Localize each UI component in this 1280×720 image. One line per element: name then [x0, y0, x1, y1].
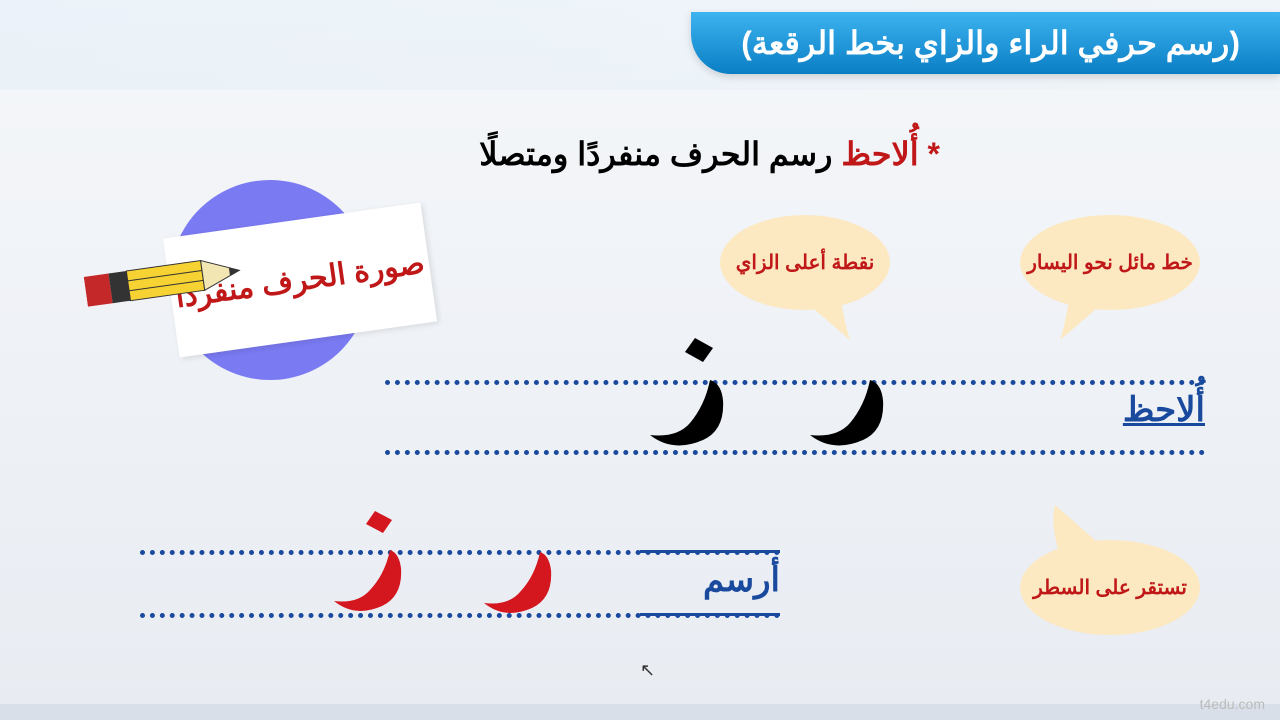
callout-rests-line: تستقر على السطر — [1020, 540, 1200, 635]
solid-line-segment — [640, 613, 780, 616]
subtitle: * أُلاحظ رسم الحرف منفردًا ومتصلًا — [479, 135, 940, 173]
observe-label: أُلاحظ — [1123, 390, 1205, 430]
draw-label: أرسم — [703, 560, 780, 600]
note-card-group: صورة الحرف منفردًا — [80, 160, 450, 360]
letter-zay-black — [635, 330, 755, 465]
watermark: t4edu.com — [1200, 696, 1265, 712]
letter-zay-red — [320, 505, 430, 630]
callout-dot-above: نقطة أعلى الزاي — [720, 215, 890, 310]
cursor-icon: ↖ — [640, 660, 655, 681]
letter-ra-black — [795, 355, 915, 465]
title-banner: (رسم حرفي الراء والزاي بخط الرقعة) — [691, 12, 1280, 74]
subtitle-red: * أُلاحظ — [841, 136, 940, 172]
subtitle-black: رسم الحرف منفردًا ومتصلًا — [479, 136, 841, 172]
callout-tail-icon — [790, 295, 850, 345]
bottom-bar — [0, 704, 1280, 720]
solid-line-segment — [640, 550, 780, 553]
callout-dot-above-text: نقطة أعلى الزاي — [736, 249, 875, 277]
callout-slant-left-text: خط مائل نحو اليسار — [1027, 249, 1193, 277]
callout-tail-icon — [1050, 505, 1120, 555]
dotted-line-bottom — [385, 450, 1205, 455]
callout-slant-left: خط مائل نحو اليسار — [1020, 215, 1200, 310]
callout-rests-line-text: تستقر على السطر — [1033, 574, 1187, 602]
callout-tail-icon — [1060, 295, 1120, 345]
